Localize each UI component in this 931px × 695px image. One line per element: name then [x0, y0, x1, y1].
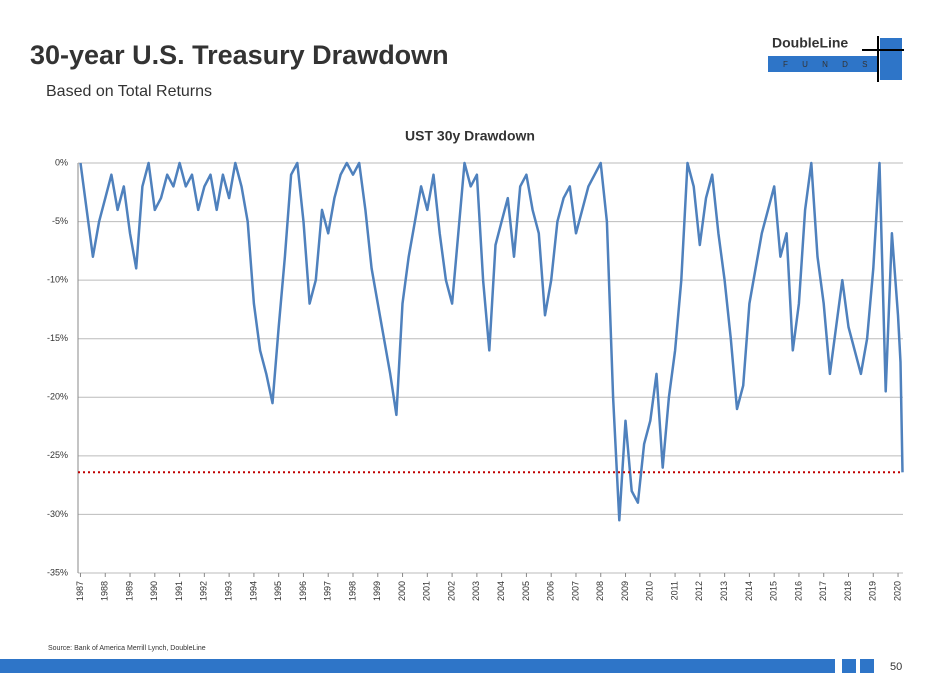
x-tick-label: 1999	[372, 581, 382, 601]
y-tick-label: -25%	[47, 450, 68, 460]
logo-sub: F U N D S	[783, 60, 873, 69]
x-tick-label: 2010	[645, 581, 655, 601]
y-tick-label: -10%	[47, 275, 68, 285]
slide-title: 30-year U.S. Treasury Drawdown	[30, 40, 449, 70]
x-tick-label: 1989	[124, 581, 134, 601]
data-line	[79, 161, 904, 522]
y-tick-label: -5%	[52, 216, 68, 226]
source: Source: Bank of America Merrill Lynch, D…	[48, 645, 206, 652]
x-tick-label: 2017	[818, 581, 828, 601]
x-tick-label: 2016	[793, 581, 803, 601]
y-tick-label: -35%	[47, 567, 68, 577]
x-tick-label: 2006	[546, 581, 556, 601]
x-tick-label: 2011	[669, 581, 679, 600]
x-tick-label: 1990	[149, 581, 159, 601]
slide-subtitle: Based on Total Returns	[46, 83, 212, 100]
x-tick-label: 1995	[273, 581, 283, 601]
x-tick-label: 1996	[298, 581, 308, 601]
footer-block	[860, 659, 874, 673]
x-tick-label: 2005	[521, 581, 531, 601]
x-tick-label: 1988	[100, 581, 110, 601]
x-tick-label: 2015	[769, 581, 779, 601]
footer-block	[842, 659, 856, 673]
plot: 0% -5% -10% -15% -20% -25% -30% -35% 1987 1988 198…	[47, 157, 904, 601]
logo-text: DoubleLine	[772, 35, 848, 51]
x-tick-label: 2013	[719, 581, 729, 601]
y-tick-label: -30%	[47, 509, 68, 519]
y-tick-label: -15%	[47, 333, 68, 343]
x-tick-label: 2014	[744, 581, 754, 601]
x-tick-label: 2012	[694, 581, 704, 601]
x-tick-label: 2000	[397, 581, 407, 601]
logo-block	[880, 38, 902, 80]
x-tick-label: 1992	[199, 581, 209, 601]
x-tick-label: 2008	[595, 581, 605, 601]
x-tick-label: 2019	[868, 581, 878, 601]
x-tick-label: 2020	[892, 581, 902, 601]
x-tick-label: 1997	[323, 581, 333, 601]
footer-bar	[0, 659, 835, 673]
x-tick-label: 2002	[446, 581, 456, 601]
x-tick-label: 1991	[174, 581, 184, 601]
chart-title: UST 30y Drawdown	[405, 128, 535, 144]
x-tick-label: 1987	[75, 581, 85, 601]
x-tick-label: 2003	[471, 581, 481, 601]
y-tick-label: 0%	[55, 157, 68, 167]
x-tick-label: 1994	[248, 581, 258, 601]
logo: DoubleLine F U N D S	[768, 35, 904, 82]
x-tick-label: 2018	[843, 581, 853, 601]
x-tick-label: 2001	[422, 581, 432, 601]
page-number: 50	[890, 661, 902, 673]
x-tick-label: 1993	[224, 581, 234, 601]
logo-bar	[768, 56, 878, 72]
y-tick-label: -20%	[47, 392, 68, 402]
x-tick-label: 1998	[347, 581, 357, 601]
x-tick-label: 2009	[620, 581, 630, 601]
x-tick-label: 2004	[496, 581, 506, 601]
x-tick-label: 2007	[570, 581, 580, 601]
